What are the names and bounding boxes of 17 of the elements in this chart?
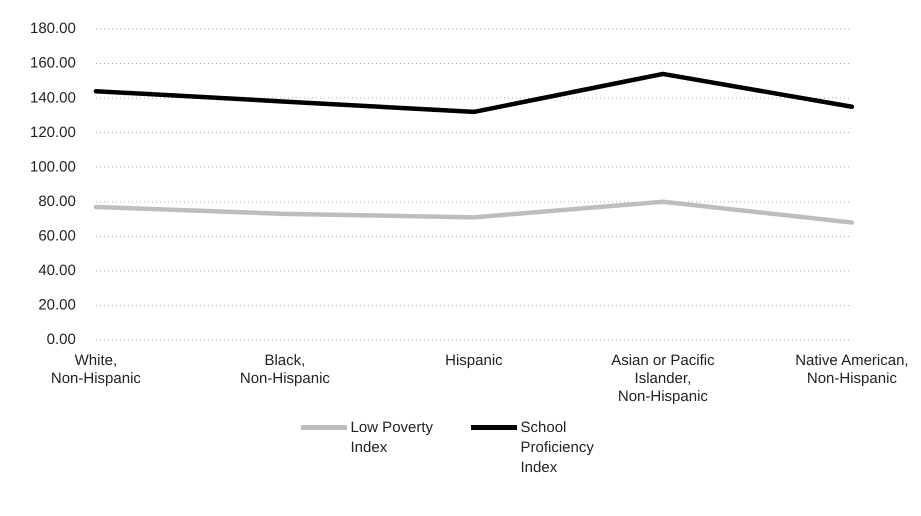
y-tick-label: 40.00 — [38, 262, 76, 280]
y-tick-label: 120.00 — [30, 124, 76, 141]
y-tick-label: 20.00 — [38, 296, 76, 314]
y-tick-label: 140.00 — [30, 89, 76, 106]
legend-label: School Proficiency Index — [520, 418, 595, 478]
legend-label: Low Poverty Index — [350, 418, 434, 458]
y-tick-label: 60.00 — [38, 227, 76, 244]
y-tick-label: 100.00 — [30, 158, 76, 176]
y-tick-label: 80.00 — [38, 192, 76, 210]
x-tick-label: Asian or Pacific Islander, Non-Hispanic — [611, 352, 716, 406]
y-tick-label: 0.00 — [46, 331, 76, 348]
x-tick-label: White, Non-Hispanic — [50, 352, 142, 388]
x-tick-label: Hispanic — [445, 352, 504, 370]
x-tick-label: Black, Non-Hispanic — [240, 352, 330, 388]
y-tick-label: 180.00 — [30, 20, 76, 38]
y-tick-label: 160.00 — [30, 54, 76, 72]
x-tick-label: Native American, Non-Hispanic — [795, 352, 909, 388]
